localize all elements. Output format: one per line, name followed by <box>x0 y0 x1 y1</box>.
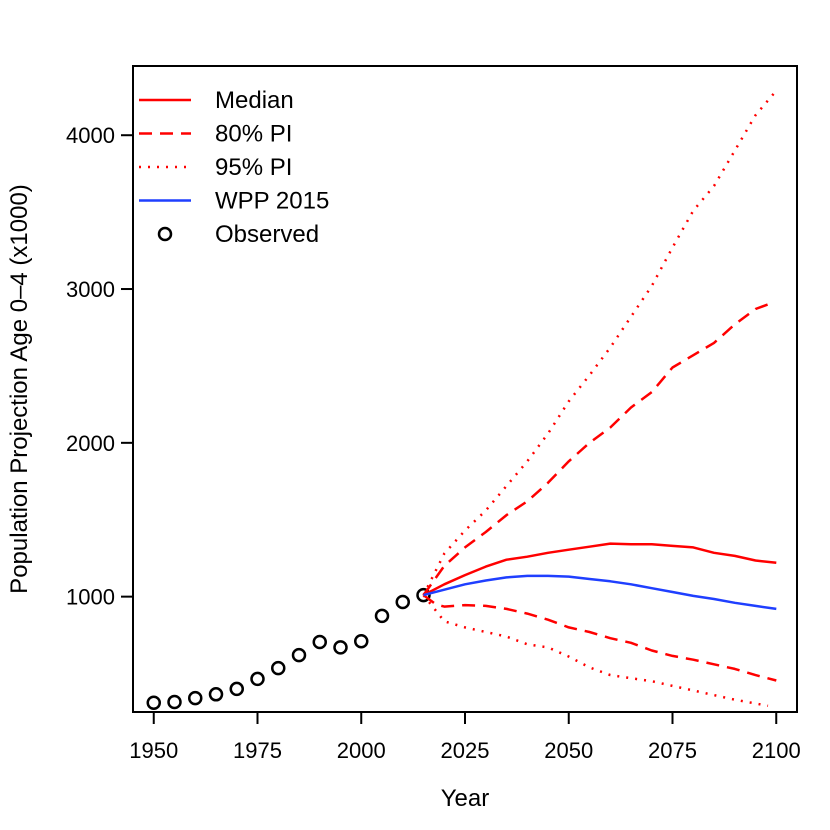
legend-label-wpp-2015: WPP 2015 <box>215 188 329 215</box>
series-line-wpp-2015 <box>423 574 777 611</box>
legend-label-80-pi: 80% PI <box>215 121 292 148</box>
series-line-median <box>422 542 777 597</box>
observed-point <box>395 594 410 610</box>
series-line-95-pi <box>422 89 778 596</box>
observed-point <box>333 640 348 655</box>
legend-label-median: Median <box>215 87 294 114</box>
observed-point <box>271 660 286 676</box>
series-line-80-pi <box>422 594 777 682</box>
y-tick-label: 1000 <box>66 585 115 610</box>
legend-marker-observed <box>157 226 173 242</box>
observed-point <box>146 695 161 711</box>
observed-point <box>229 681 244 697</box>
x-tick-label: 2050 <box>544 738 593 763</box>
legend: Median 80% PI 95% PI WPP 2015 Observed <box>139 87 329 248</box>
x-tick-label: 1975 <box>233 738 282 763</box>
observed-point <box>250 671 265 687</box>
axes: 1950 1975 2000 2025 2050 2075 2100 1000 2000 3000… <box>66 123 801 763</box>
y-axis-title: Population Projection Age 0–4 (x1000) <box>6 184 33 594</box>
observed-point <box>208 687 224 702</box>
observed-point <box>416 587 431 603</box>
y-tick-label: 4000 <box>66 123 115 148</box>
series-line-80-pi <box>422 303 769 596</box>
x-tick-label: 2000 <box>337 738 386 763</box>
observed-point <box>312 634 327 650</box>
y-tick-label: 3000 <box>66 277 115 302</box>
plot-layer <box>146 89 778 711</box>
series-line-95-pi <box>422 594 769 708</box>
x-tick-label: 2075 <box>648 738 697 763</box>
observed-point <box>291 647 307 663</box>
observed-point <box>167 694 182 710</box>
legend-label-observed: Observed <box>215 221 319 248</box>
x-tick-label: 1950 <box>129 738 178 763</box>
observed-point <box>374 608 390 624</box>
x-tick-label: 2100 <box>752 738 801 763</box>
observed-point <box>188 690 203 706</box>
y-tick-label: 2000 <box>66 431 115 456</box>
x-tick-label: 2025 <box>441 738 490 763</box>
x-axis-title: Year <box>441 785 490 812</box>
legend-label-95-pi: 95% PI <box>215 154 292 181</box>
observed-point <box>354 633 369 649</box>
